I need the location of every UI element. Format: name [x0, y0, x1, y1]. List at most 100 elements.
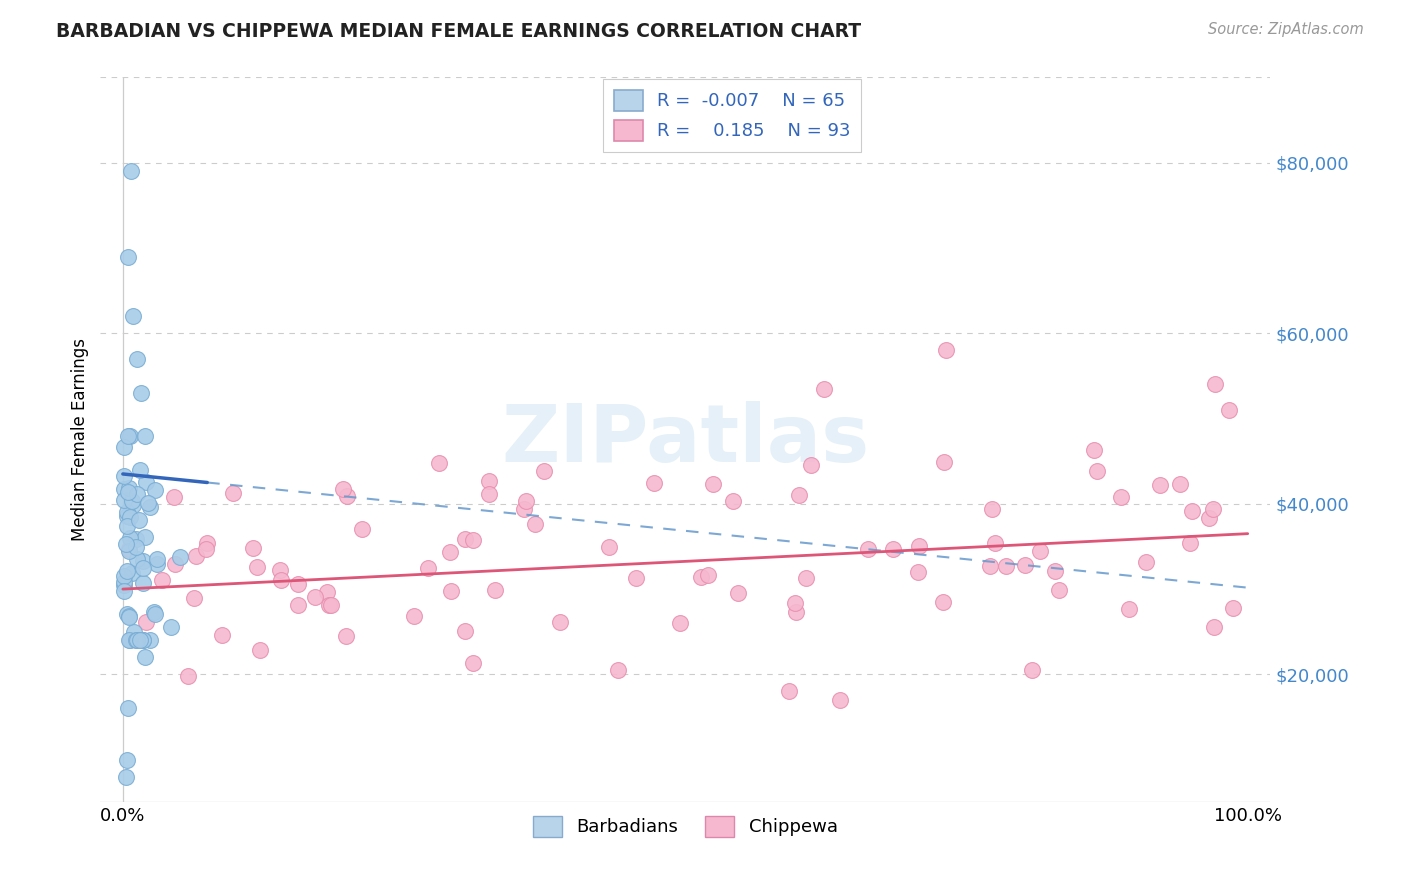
Point — [135, 615, 157, 629]
Point — [142, 605, 165, 619]
Point — [1083, 443, 1105, 458]
Point — [304, 591, 326, 605]
Point — [696, 567, 718, 582]
Point — [138, 633, 160, 648]
Point — [184, 549, 207, 564]
Point — [332, 482, 354, 496]
Point — [882, 542, 904, 557]
Point — [598, 540, 620, 554]
Point — [1109, 490, 1132, 504]
Text: ZIPatlas: ZIPatlas — [501, 401, 869, 479]
Point — [515, 494, 537, 508]
Point — [122, 309, 145, 323]
Point — [139, 500, 162, 514]
Point — [1198, 510, 1220, 524]
Point — [150, 574, 173, 588]
Point — [183, 591, 205, 606]
Point — [269, 562, 291, 576]
Point — [115, 770, 138, 784]
Point — [702, 476, 724, 491]
Point — [146, 552, 169, 566]
Point — [121, 566, 143, 580]
Point — [195, 542, 218, 557]
Point — [132, 633, 155, 648]
Point — [115, 537, 138, 551]
Point — [117, 250, 139, 264]
Point — [813, 383, 835, 397]
Point — [484, 583, 506, 598]
Point — [478, 474, 501, 488]
Point — [125, 487, 148, 501]
Point — [336, 489, 359, 503]
Point — [134, 650, 156, 665]
Point — [908, 539, 931, 553]
Point — [115, 519, 138, 533]
Point — [454, 624, 477, 639]
Point — [1149, 477, 1171, 491]
Point — [120, 531, 142, 545]
Point — [117, 753, 139, 767]
Point — [1029, 543, 1052, 558]
Point — [160, 620, 183, 634]
Point — [249, 643, 271, 657]
Point — [287, 576, 309, 591]
Point — [136, 496, 159, 510]
Point — [242, 541, 264, 556]
Point — [112, 493, 135, 508]
Point — [117, 484, 139, 499]
Point — [800, 458, 823, 472]
Point — [246, 560, 269, 574]
Point — [122, 625, 145, 640]
Point — [132, 561, 155, 575]
Point — [165, 558, 187, 572]
Point — [122, 498, 145, 512]
Point — [1202, 502, 1225, 516]
Point — [270, 573, 292, 587]
Point — [134, 428, 156, 442]
Point — [440, 584, 463, 599]
Point — [118, 609, 141, 624]
Point — [427, 456, 450, 470]
Point — [979, 558, 1001, 573]
Point — [117, 428, 139, 442]
Point — [118, 544, 141, 558]
Point — [125, 533, 148, 547]
Point — [316, 584, 339, 599]
Point — [1202, 620, 1225, 634]
Point — [125, 633, 148, 648]
Point — [143, 483, 166, 497]
Point — [1043, 564, 1066, 578]
Legend: Barbadians, Chippewa: Barbadians, Chippewa — [526, 809, 845, 844]
Point — [1181, 504, 1204, 518]
Point — [463, 533, 485, 547]
Point — [932, 595, 955, 609]
Point — [120, 428, 142, 442]
Point — [935, 343, 957, 358]
Point — [669, 615, 692, 630]
Point — [785, 605, 807, 619]
Point — [115, 564, 138, 578]
Point — [643, 476, 665, 491]
Point — [335, 629, 357, 643]
Point — [533, 464, 555, 478]
Point — [128, 513, 150, 527]
Point — [169, 549, 191, 564]
Point — [117, 505, 139, 519]
Point — [118, 633, 141, 648]
Point — [1168, 477, 1191, 491]
Point — [787, 488, 810, 502]
Point — [794, 571, 817, 585]
Point — [548, 615, 571, 630]
Point — [350, 522, 373, 536]
Point — [118, 482, 141, 496]
Point — [727, 586, 749, 600]
Point — [118, 633, 141, 648]
Point — [125, 551, 148, 566]
Point — [118, 510, 141, 524]
Point — [785, 596, 807, 610]
Point — [1021, 663, 1043, 677]
Point — [117, 701, 139, 715]
Point — [1047, 582, 1070, 597]
Point — [1180, 536, 1202, 550]
Y-axis label: Median Female Earnings: Median Female Earnings — [72, 338, 89, 541]
